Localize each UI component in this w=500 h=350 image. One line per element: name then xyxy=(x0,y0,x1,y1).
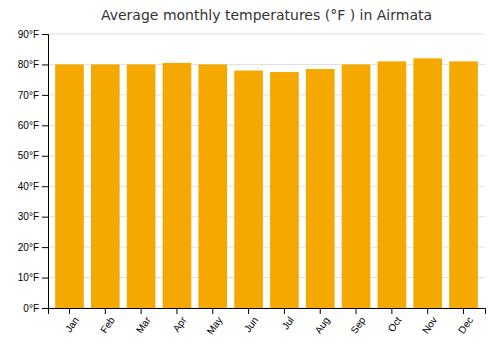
grid xyxy=(48,34,485,308)
tick-label: Feb xyxy=(98,314,117,335)
tick-label: 30°F xyxy=(18,211,39,222)
tick: May xyxy=(205,308,225,337)
bar xyxy=(342,64,371,308)
bar xyxy=(306,69,335,308)
tick-mark xyxy=(427,308,428,314)
tick-label: Oct xyxy=(386,315,404,334)
tick-mark xyxy=(42,125,48,126)
y-axis: 0°F 10°F 20°F 30°F 40°F 50°F 60°F 70°F 80°F 90°F xyxy=(18,29,49,314)
tick-mark xyxy=(42,34,48,35)
tick: Aug xyxy=(313,308,332,336)
tick: Jun xyxy=(242,308,260,334)
tick-mark xyxy=(42,95,48,96)
tick-mark xyxy=(42,186,48,187)
bar xyxy=(378,61,407,308)
tick: Jul xyxy=(280,308,296,332)
tick-mark xyxy=(42,278,48,279)
tick-label: 20°F xyxy=(18,242,39,253)
tick-label: Dec xyxy=(456,315,475,336)
tick-mark xyxy=(105,308,106,314)
tick-label: 90°F xyxy=(18,29,39,40)
tick: Jan xyxy=(63,308,81,334)
tick-mark xyxy=(42,64,48,65)
axis-line xyxy=(42,35,49,309)
tick-mark xyxy=(42,308,48,309)
tick-label: 70°F xyxy=(18,90,39,101)
tick: 60°F xyxy=(18,120,48,131)
tick-mark xyxy=(176,308,177,314)
tick-mark xyxy=(391,308,392,314)
tick-label: May xyxy=(205,315,225,337)
tick: 10°F xyxy=(18,272,48,283)
tick-mark xyxy=(320,308,321,314)
tick-mark xyxy=(141,308,142,314)
bar xyxy=(234,71,263,308)
tick-label: Jan xyxy=(63,315,81,335)
tick-label: 50°F xyxy=(18,150,39,161)
tick: 20°F xyxy=(18,242,48,253)
tick-label: Aug xyxy=(313,315,332,336)
tick-mark xyxy=(463,308,464,314)
tick-mark xyxy=(356,308,357,314)
bar xyxy=(55,64,84,308)
tick: Mar xyxy=(134,308,153,335)
tick-mark xyxy=(69,308,70,314)
bar xyxy=(449,61,478,308)
bar xyxy=(413,58,442,308)
tick: 50°F xyxy=(18,150,48,161)
bar xyxy=(270,72,299,308)
tick-label: 80°F xyxy=(18,59,39,70)
tick-label: Sep xyxy=(348,314,367,335)
tick-mark xyxy=(42,247,48,248)
tick: 70°F xyxy=(18,90,48,101)
tick-mark xyxy=(248,308,249,314)
tick-label: 60°F xyxy=(18,120,39,131)
bar xyxy=(163,63,192,308)
tick-label: 10°F xyxy=(18,272,39,283)
tick: 80°F xyxy=(18,59,48,70)
tick: Apr xyxy=(171,308,189,334)
plot: 0°F 10°F 20°F 30°F 40°F 50°F 60°F 70°F 80°F 90°F J… xyxy=(18,29,486,337)
tick: Oct xyxy=(386,308,404,334)
tick-mark xyxy=(42,156,48,157)
tick-label: 40°F xyxy=(18,181,39,192)
tick: Dec xyxy=(456,308,475,336)
tick: Feb xyxy=(98,308,117,335)
bar xyxy=(91,64,120,308)
axis-line xyxy=(49,309,486,315)
tick-label: Jul xyxy=(280,315,296,332)
tick-label: Mar xyxy=(134,314,153,335)
tick-mark xyxy=(284,308,285,314)
title: Average monthly temperatures (°F ) in Ai… xyxy=(101,7,432,23)
tick: Sep xyxy=(348,308,367,336)
grid-line xyxy=(48,34,485,35)
tick: 40°F xyxy=(18,181,48,192)
tick-label: 0°F xyxy=(23,303,39,314)
x-axis: Jan Feb Mar Apr May Jun Jul Aug Sep Oct Nov Dec xyxy=(49,308,486,337)
tick: 0°F xyxy=(23,303,48,314)
tick-label: Nov xyxy=(420,315,439,336)
tick-mark xyxy=(42,217,48,218)
tick: Nov xyxy=(420,308,439,336)
tick: 30°F xyxy=(18,211,48,222)
bar xyxy=(127,64,156,308)
tick: 90°F xyxy=(18,29,48,40)
bar xyxy=(198,64,227,308)
tick-label: Jun xyxy=(242,315,260,335)
chart: 0°F 10°F 20°F 30°F 40°F 50°F 60°F 70°F 80°F 90°F J… xyxy=(0,0,500,350)
tick-mark xyxy=(212,308,213,314)
tick-label: Apr xyxy=(171,314,189,334)
bars xyxy=(55,58,478,308)
